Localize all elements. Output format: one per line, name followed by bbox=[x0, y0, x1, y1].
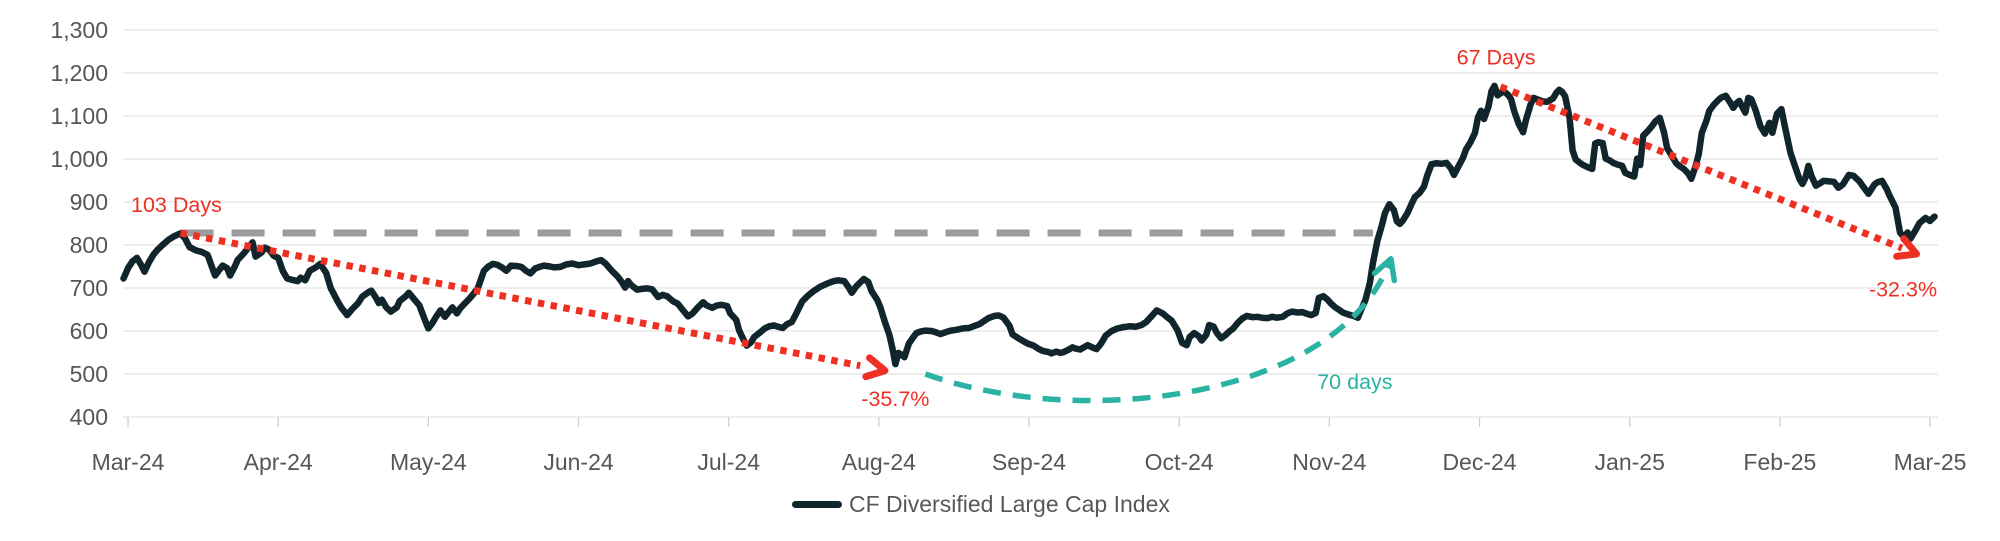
x-axis-tick-label: Oct-24 bbox=[1145, 449, 1214, 475]
y-axis-tick-label: 500 bbox=[70, 361, 108, 387]
legend-label: CF Diversified Large Cap Index bbox=[849, 491, 1170, 517]
y-axis-tick-label: 700 bbox=[70, 275, 108, 301]
recovery-arrow-head bbox=[1371, 256, 1398, 284]
series-line bbox=[120, 82, 1938, 368]
y-axis-tick-label: 1,100 bbox=[50, 103, 108, 129]
x-axis-tick-label: Nov-24 bbox=[1292, 449, 1366, 475]
annotation-label: -35.7% bbox=[861, 387, 929, 411]
x-axis-tick-label: May-24 bbox=[390, 449, 467, 475]
y-axis-tick-label: 900 bbox=[70, 189, 108, 215]
recovery-arrow bbox=[924, 257, 1394, 404]
x-axis-tick-label: Dec-24 bbox=[1442, 449, 1516, 475]
drawdown-arrow-2 bbox=[1499, 83, 1904, 252]
annotation-label: 70 days bbox=[1317, 370, 1392, 394]
annotation-label: 103 Days bbox=[131, 193, 222, 217]
x-axis-tick-label: Mar-25 bbox=[1894, 449, 1967, 475]
drawdown-arrow-1 bbox=[179, 229, 861, 370]
x-axis-tick-label: Sep-24 bbox=[992, 449, 1066, 475]
annotation-label: 67 Days bbox=[1457, 46, 1536, 70]
legend: CF Diversified Large Cap Index bbox=[792, 492, 1170, 516]
x-axis-tick-label: Aug-24 bbox=[842, 449, 916, 475]
x-axis-tick-label: Jun-24 bbox=[543, 449, 614, 475]
drawdown-arrow-2-head bbox=[1893, 235, 1920, 260]
x-axis-tick-label: Apr-24 bbox=[244, 449, 313, 475]
y-axis-tick-label: 400 bbox=[70, 404, 108, 430]
y-axis-tick-label: 800 bbox=[70, 232, 108, 258]
drawdown-arrow-1-head bbox=[862, 354, 889, 381]
y-axis-tick-label: 1,000 bbox=[50, 146, 108, 172]
x-axis-tick-label: Mar-24 bbox=[92, 449, 165, 475]
legend-line-swatch bbox=[792, 500, 842, 508]
annotation-label: -32.3% bbox=[1869, 278, 1937, 302]
x-axis-tick-label: Jan-25 bbox=[1595, 449, 1665, 475]
x-axis-tick-label: Jul-24 bbox=[697, 449, 760, 475]
y-axis-tick-label: 600 bbox=[70, 318, 108, 344]
x-axis-tick-label: Feb-25 bbox=[1743, 449, 1816, 475]
y-axis-tick-label: 1,300 bbox=[50, 17, 108, 43]
y-axis-tick-label: 1,200 bbox=[50, 60, 108, 86]
